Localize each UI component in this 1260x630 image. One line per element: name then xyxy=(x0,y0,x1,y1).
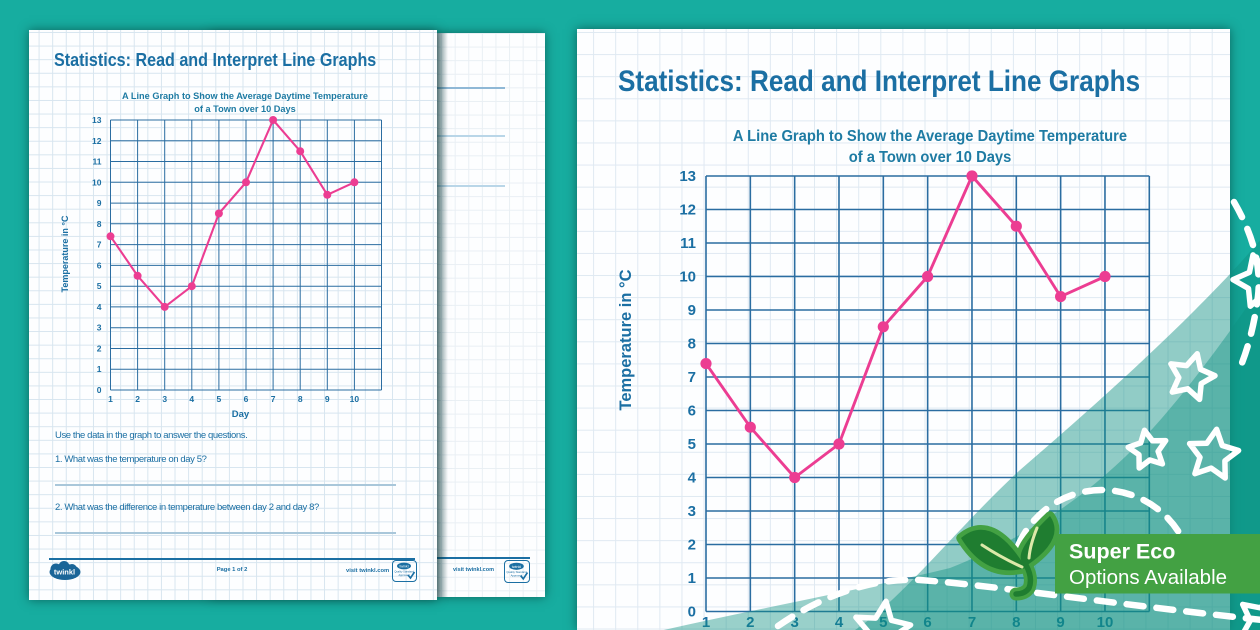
svg-text:12: 12 xyxy=(679,202,696,219)
svg-text:7: 7 xyxy=(97,240,102,250)
svg-text:Approved: Approved xyxy=(511,574,523,578)
svg-text:5: 5 xyxy=(97,281,102,291)
svg-text:1: 1 xyxy=(688,570,696,587)
svg-text:6: 6 xyxy=(244,394,249,404)
svg-text:5: 5 xyxy=(688,436,696,453)
svg-text:6: 6 xyxy=(97,260,102,270)
svg-text:9: 9 xyxy=(688,302,696,319)
svg-text:3: 3 xyxy=(162,394,167,404)
svg-text:twinkl: twinkl xyxy=(400,565,409,569)
svg-text:11: 11 xyxy=(680,235,696,252)
svg-text:10: 10 xyxy=(92,177,102,187)
svg-text:8: 8 xyxy=(97,219,102,229)
svg-text:5: 5 xyxy=(879,614,887,630)
svg-text:Approved: Approved xyxy=(398,573,410,577)
svg-text:Quality Standard: Quality Standard xyxy=(394,570,414,574)
svg-text:Day: Day xyxy=(232,409,250,420)
svg-text:5: 5 xyxy=(217,394,222,404)
svg-text:10: 10 xyxy=(679,269,696,286)
svg-text:2: 2 xyxy=(135,394,140,404)
svg-text:7: 7 xyxy=(968,614,976,630)
svg-text:8: 8 xyxy=(298,394,303,404)
svg-text:2: 2 xyxy=(746,614,754,630)
svg-text:6: 6 xyxy=(688,403,696,420)
svg-text:9: 9 xyxy=(325,394,330,404)
svg-text:10: 10 xyxy=(1097,614,1114,630)
svg-text:0: 0 xyxy=(688,604,696,621)
svg-text:3: 3 xyxy=(97,323,102,333)
svg-text:12: 12 xyxy=(92,136,102,146)
svg-text:13: 13 xyxy=(679,168,696,185)
svg-text:1: 1 xyxy=(702,614,710,630)
svg-text:Temperature in °C: Temperature in °C xyxy=(617,269,635,410)
svg-text:3: 3 xyxy=(791,614,799,630)
svg-text:0: 0 xyxy=(97,385,102,395)
svg-text:9: 9 xyxy=(1056,614,1064,630)
svg-text:4: 4 xyxy=(688,470,697,487)
svg-text:Temperature in °C: Temperature in °C xyxy=(60,215,70,292)
svg-text:8: 8 xyxy=(1012,614,1020,630)
svg-text:10: 10 xyxy=(350,394,360,404)
svg-text:11: 11 xyxy=(93,157,102,167)
svg-text:twinkl: twinkl xyxy=(54,568,75,577)
svg-text:2: 2 xyxy=(688,537,696,554)
svg-text:3: 3 xyxy=(688,503,696,520)
svg-text:7: 7 xyxy=(271,394,276,404)
svg-text:9: 9 xyxy=(97,198,102,208)
svg-text:1: 1 xyxy=(108,394,113,404)
svg-text:6: 6 xyxy=(923,614,931,630)
svg-text:13: 13 xyxy=(92,115,102,125)
svg-text:4: 4 xyxy=(97,302,102,312)
svg-text:2: 2 xyxy=(97,344,102,354)
svg-text:8: 8 xyxy=(688,336,696,353)
svg-text:7: 7 xyxy=(688,369,696,386)
svg-text:twinkl: twinkl xyxy=(512,565,522,569)
svg-text:4: 4 xyxy=(835,614,844,630)
svg-text:1: 1 xyxy=(97,364,102,374)
svg-text:Quality Standard: Quality Standard xyxy=(506,570,527,574)
svg-text:4: 4 xyxy=(189,394,194,404)
